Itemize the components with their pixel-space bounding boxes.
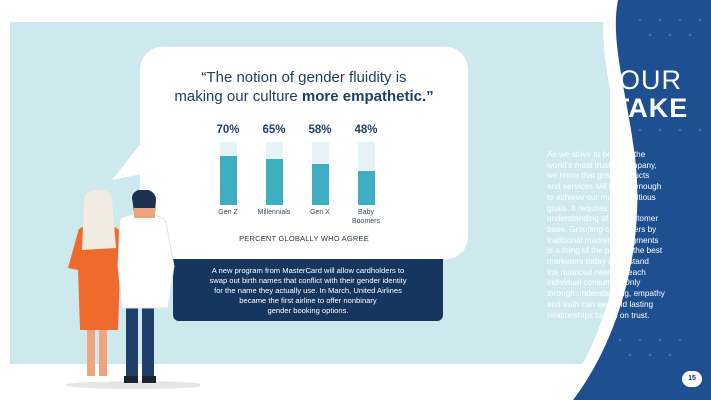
our-take-heading: OUR TAKE (598, 66, 703, 122)
callout-line: became the first airline to offer nonbin… (239, 296, 377, 305)
bubble-tail (112, 142, 162, 180)
bar-track (265, 142, 283, 205)
value-label: 48% (354, 124, 378, 136)
our-take-line: through understanding, empathy (547, 289, 665, 299)
our-take-line: is a thing of the past — the best (547, 246, 663, 256)
category-label: Gen Z (193, 209, 263, 218)
quote-line-2: making our culture more empathetic.” (174, 88, 433, 105)
quote-line-2-lead: making our culture (174, 88, 302, 105)
value-label: 70% (216, 124, 240, 136)
bar-track (357, 142, 375, 205)
woman-leg (99, 320, 107, 378)
callout-line: for the name they actually use. In March… (214, 286, 402, 295)
page-number: 15 (682, 371, 702, 387)
man-leg (126, 300, 138, 380)
our-take-line: As we strive to become the (547, 150, 646, 159)
bar (311, 164, 329, 205)
woman-leg (87, 320, 95, 378)
man-hair (132, 190, 156, 212)
bar-track (219, 142, 237, 205)
our-take-line: understanding of our customer (547, 214, 659, 224)
man-neck (134, 208, 155, 218)
bar (219, 155, 237, 205)
man-leg (142, 300, 154, 380)
our-take-line: world’s most trusted company, (547, 160, 657, 170)
callout-line: swap out birth names that conflict with … (209, 276, 407, 285)
category-label-line: Millennials (257, 209, 291, 216)
couple-illustration (65, 190, 200, 389)
bar (357, 171, 375, 205)
chart-caption: PERCENT GLOBALLY WHO AGREE (239, 234, 369, 243)
quote-line-1: “The notion of gender fluidity is (201, 69, 407, 86)
our-take-line: marketers today understand (547, 257, 649, 267)
pull-quote: “The notion of gender fluidity is making… (140, 68, 468, 106)
callout-line: gender booking options. (267, 306, 349, 315)
navy-curve (573, 0, 711, 400)
our-take-line: relationships based on trust. (547, 310, 650, 320)
our-take-line: and truth can we build lasting (547, 299, 654, 309)
category-label-line: Baby (358, 209, 374, 216)
woman-hair (82, 190, 116, 250)
our-take-line: individual consumer. Only (547, 278, 641, 288)
category-label: Gen X (285, 209, 355, 218)
our-take-body: As we strive to become the world’s most … (547, 150, 707, 321)
category-label-line: Gen Z (218, 209, 238, 216)
callout-box (173, 259, 443, 321)
bar (265, 159, 283, 205)
our-take-line: goals. It requires a deep (547, 203, 635, 213)
man-white-hoodie (117, 213, 175, 309)
category-label-line: Gen X (310, 209, 330, 216)
our-take-line: traditional marketing segments (547, 235, 659, 245)
value-label: 65% (262, 124, 286, 136)
category-label-line: Boomers (351, 217, 380, 225)
quote-bubble (140, 47, 468, 259)
category-label: Millennials (239, 209, 309, 218)
floor-shadow (65, 381, 200, 389)
woman-orange-top (68, 224, 126, 330)
dot-pattern (618, 18, 702, 357)
callout-text: A new program from MasterCard will allow… (183, 266, 433, 316)
value-label: 58% (308, 124, 332, 136)
our-take-line: to achieve our most ambitious (547, 192, 656, 202)
callout-line: A new program from MasterCard will allow… (211, 266, 405, 275)
our-take-line-1: OUR (619, 65, 682, 95)
our-take-line-2: TAKE (612, 93, 689, 123)
our-take-line: the nuanced needs of each (547, 267, 646, 277)
bar-track (311, 142, 329, 205)
our-take-line: we know that great products (547, 171, 650, 181)
our-take-line: and services will not be enough (547, 182, 662, 192)
category-label: Baby Boomers (331, 209, 401, 226)
quote-emphasis: more empathetic.” (301, 88, 434, 105)
our-take-line: base. Grouping consumers by (547, 224, 657, 234)
